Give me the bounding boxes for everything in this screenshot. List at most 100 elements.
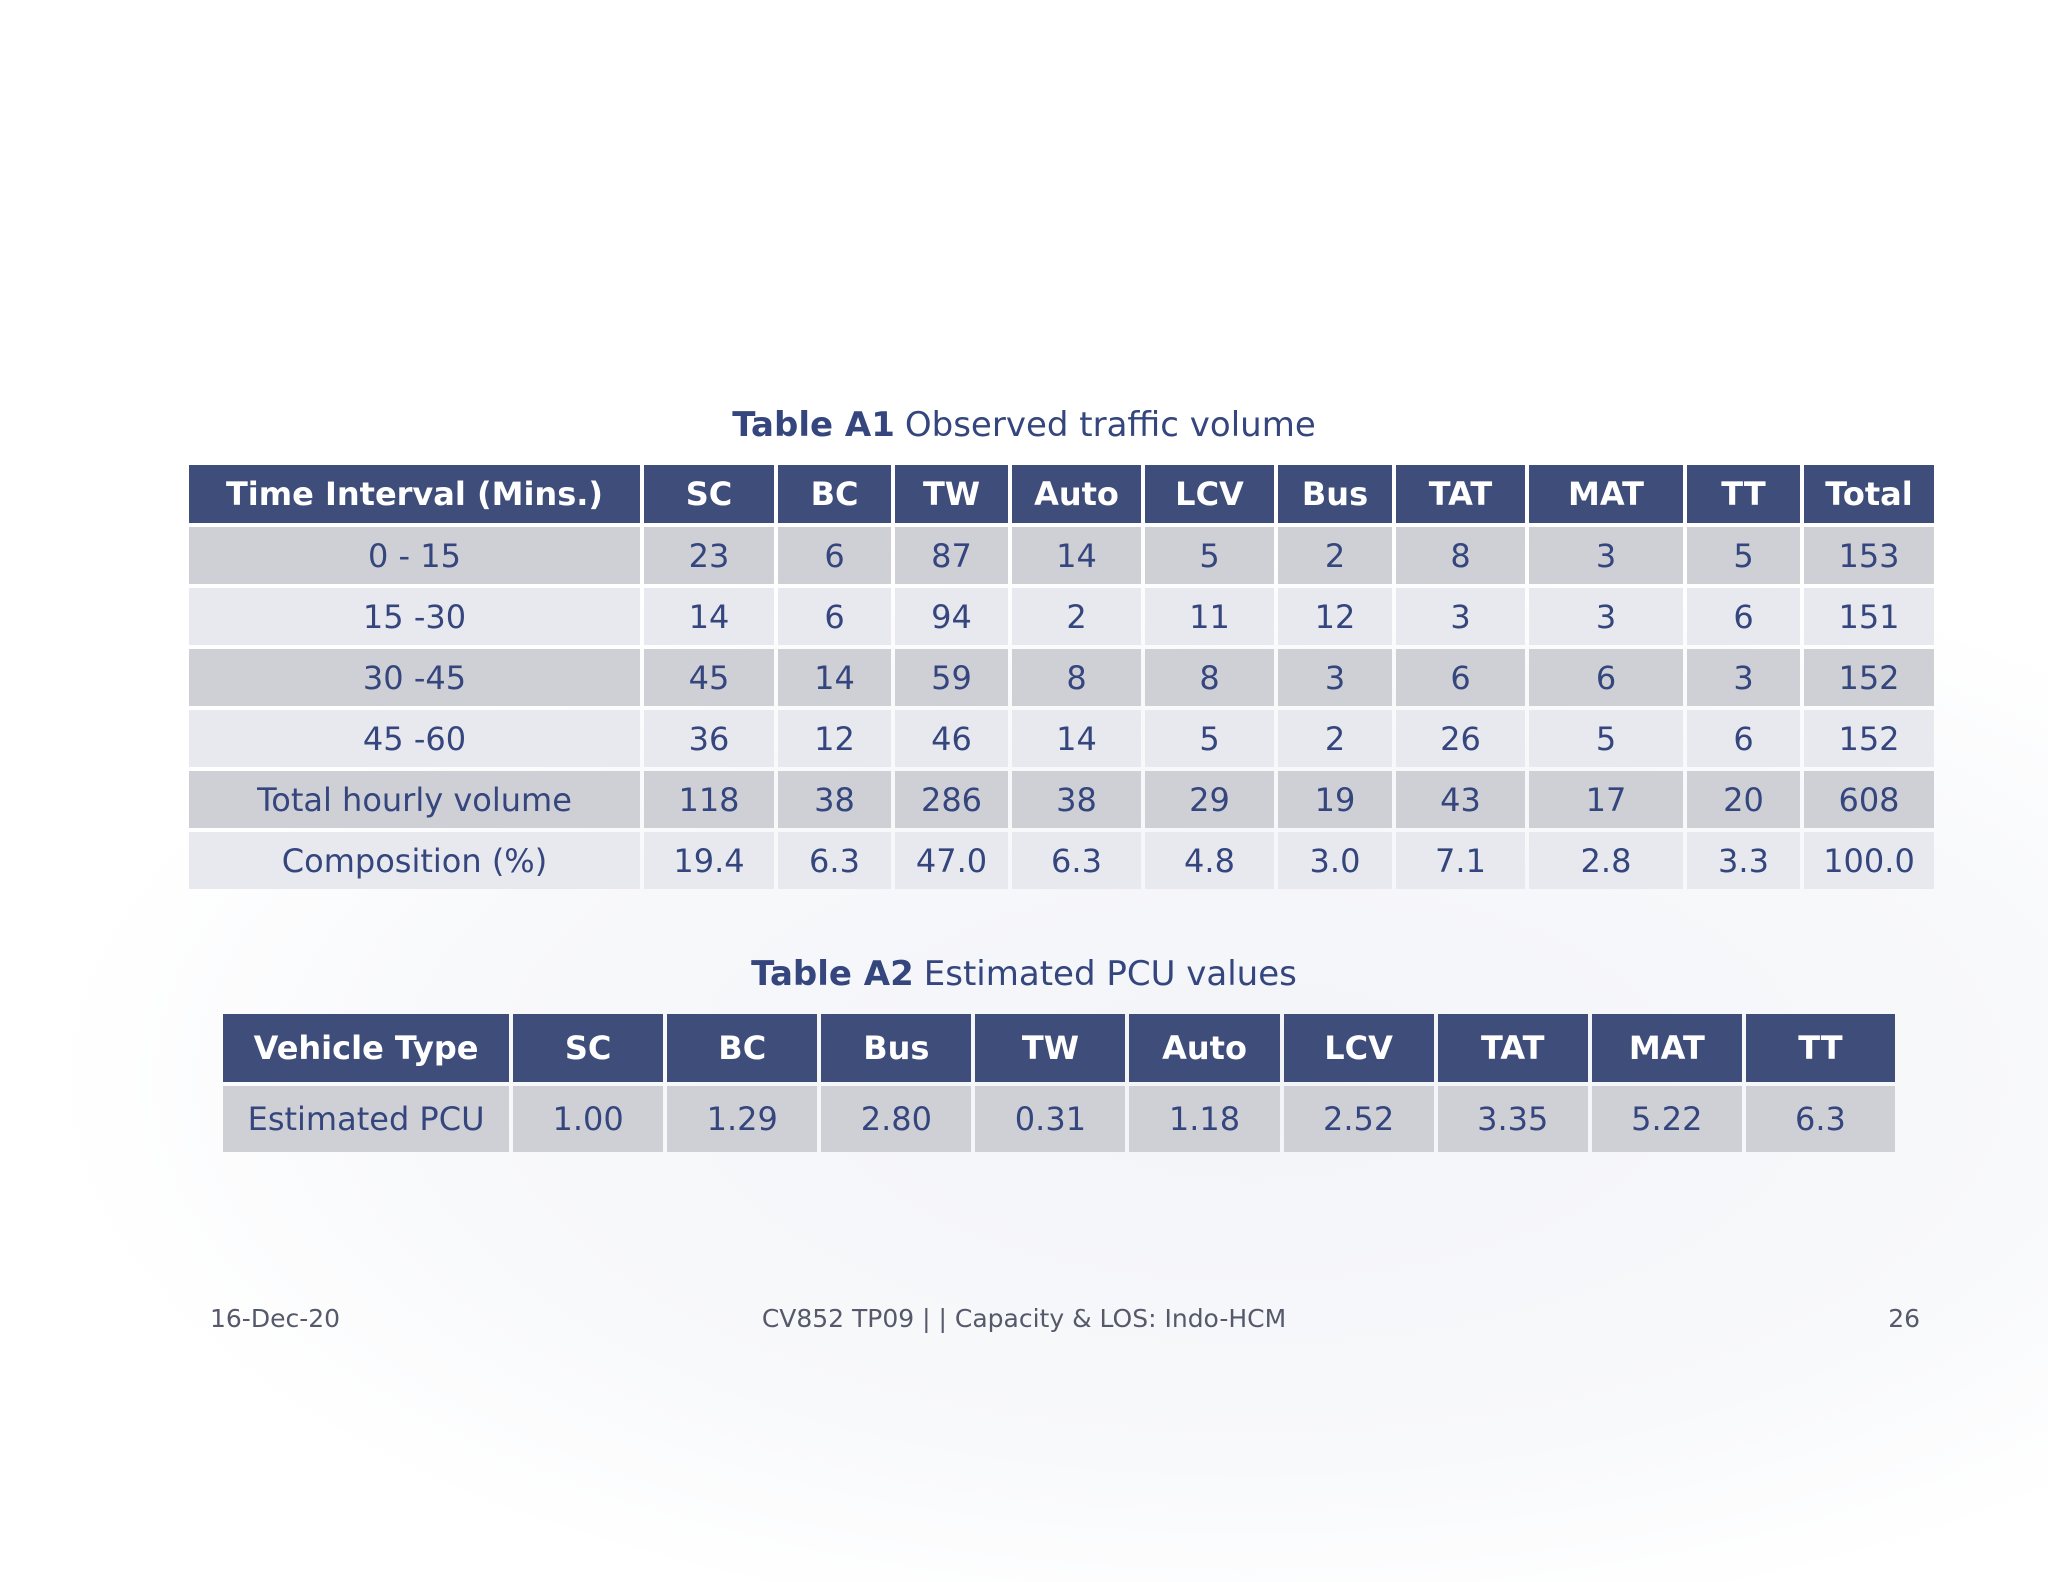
table-cell: 59 <box>895 649 1008 706</box>
table-a1-header: MAT <box>1529 465 1683 523</box>
table-cell: 6.3 <box>1745 1086 1895 1152</box>
table-cell: 2 <box>1278 527 1392 584</box>
footer-page-number: 26 <box>1888 1304 1920 1333</box>
table-cell: 46 <box>895 710 1008 767</box>
table-cell: 19 <box>1278 771 1392 828</box>
table-cell: 100.0 <box>1804 832 1934 889</box>
table-cell: 5 <box>1145 710 1274 767</box>
table-a1-caption: Table A1 Observed traffic volume <box>0 405 2048 445</box>
observed-traffic-volume-table: Time Interval (Mins.) SC BC TW Auto LCV … <box>185 461 1938 893</box>
row-label: Total hourly volume <box>189 771 640 828</box>
table-cell: 3 <box>1396 588 1525 645</box>
table-cell: 12 <box>778 710 891 767</box>
table-cell: 14 <box>1012 710 1141 767</box>
table-cell: 6 <box>1396 649 1525 706</box>
table-a1-header: LCV <box>1145 465 1274 523</box>
table-a2-header: SC <box>513 1014 664 1082</box>
table-a2-caption: Table A2 Estimated PCU values <box>0 954 2048 994</box>
table-row: 30 -45 45 14 59 8 8 3 6 6 3 152 <box>189 649 1934 706</box>
table-cell: 7.1 <box>1396 832 1525 889</box>
table-cell: 43 <box>1396 771 1525 828</box>
table-cell: 6 <box>1687 710 1800 767</box>
table-row: Estimated PCU 1.00 1.29 2.80 0.31 1.18 2… <box>223 1086 1895 1152</box>
table-cell: 4.8 <box>1145 832 1274 889</box>
table-row: 0 - 15 23 6 87 14 5 2 8 3 5 153 <box>189 527 1934 584</box>
table-cell: 3 <box>1529 527 1683 584</box>
table-cell: 11 <box>1145 588 1274 645</box>
table-cell: 8 <box>1396 527 1525 584</box>
table-a2-header: Bus <box>821 1014 972 1082</box>
table-a2-header-row: Vehicle Type SC BC Bus TW Auto LCV TAT M… <box>223 1014 1895 1082</box>
table-a2-header: Auto <box>1129 1014 1280 1082</box>
table-cell: 153 <box>1804 527 1934 584</box>
footer-date: 16-Dec-20 <box>210 1304 341 1333</box>
table-cell: 6 <box>778 588 891 645</box>
row-label: 0 - 15 <box>189 527 640 584</box>
table-row: 45 -60 36 12 46 14 5 2 26 5 6 152 <box>189 710 1934 767</box>
table-cell: 12 <box>1278 588 1392 645</box>
table-cell: 5.22 <box>1591 1086 1742 1152</box>
table-cell: 1.29 <box>667 1086 818 1152</box>
table-cell: 2 <box>1012 588 1141 645</box>
table-cell: 14 <box>1012 527 1141 584</box>
table-a2-header: LCV <box>1283 1014 1434 1082</box>
table-a2-header: TW <box>975 1014 1126 1082</box>
table-cell: 118 <box>644 771 774 828</box>
table-cell: 6 <box>1529 649 1683 706</box>
table-a1-header: TW <box>895 465 1008 523</box>
table-a1-header: SC <box>644 465 774 523</box>
table-cell: 1.00 <box>513 1086 664 1152</box>
table-a1-header: Total <box>1804 465 1934 523</box>
table-cell: 14 <box>644 588 774 645</box>
table-cell: 3 <box>1687 649 1800 706</box>
table-cell: 2.80 <box>821 1086 972 1152</box>
footer-course-title: CV852 TP09 | | Capacity & LOS: Indo-HCM <box>761 1304 1287 1333</box>
table-cell: 151 <box>1804 588 1934 645</box>
table-cell: 8 <box>1012 649 1141 706</box>
table-a1-header: Time Interval (Mins.) <box>189 465 640 523</box>
row-label: Estimated PCU <box>223 1086 510 1152</box>
table-cell: 87 <box>895 527 1008 584</box>
table-cell: 94 <box>895 588 1008 645</box>
table-cell: 2 <box>1278 710 1392 767</box>
table-a1-header: Auto <box>1012 465 1141 523</box>
table-cell: 2.8 <box>1529 832 1683 889</box>
table-cell: 152 <box>1804 710 1934 767</box>
table-cell: 6.3 <box>1012 832 1141 889</box>
table-a1-header: Bus <box>1278 465 1392 523</box>
table-cell: 6 <box>1687 588 1800 645</box>
table-a2-header: BC <box>667 1014 818 1082</box>
table-a1-header: BC <box>778 465 891 523</box>
table-a1-caption-tag: Table A1 <box>732 405 895 445</box>
table-row-composition: Composition (%) 19.4 6.3 47.0 6.3 4.8 3.… <box>189 832 1934 889</box>
table-cell: 6 <box>778 527 891 584</box>
table-cell: 2.52 <box>1283 1086 1434 1152</box>
table-a1-header: TT <box>1687 465 1800 523</box>
table-a1-header-row: Time Interval (Mins.) SC BC TW Auto LCV … <box>189 465 1934 523</box>
table-cell: 14 <box>778 649 891 706</box>
table-cell: 29 <box>1145 771 1274 828</box>
row-label: 30 -45 <box>189 649 640 706</box>
table-cell: 38 <box>1012 771 1141 828</box>
table-a1-caption-text: Observed traffic volume <box>904 405 1316 445</box>
table-cell: 3.0 <box>1278 832 1392 889</box>
table-cell: 36 <box>644 710 774 767</box>
table-cell: 3 <box>1278 649 1392 706</box>
table-a2-header: TAT <box>1437 1014 1588 1082</box>
table-cell: 3.3 <box>1687 832 1800 889</box>
table-cell: 45 <box>644 649 774 706</box>
table-cell: 5 <box>1145 527 1274 584</box>
table-cell: 286 <box>895 771 1008 828</box>
row-label: Composition (%) <box>189 832 640 889</box>
table-a1-header: TAT <box>1396 465 1525 523</box>
table-cell: 3.35 <box>1437 1086 1588 1152</box>
table-cell: 608 <box>1804 771 1934 828</box>
table-cell: 38 <box>778 771 891 828</box>
table-row: 15 -30 14 6 94 2 11 12 3 3 6 151 <box>189 588 1934 645</box>
table-cell: 3 <box>1529 588 1683 645</box>
table-cell: 0.31 <box>975 1086 1126 1152</box>
table-a2-caption-text: Estimated PCU values <box>923 954 1297 994</box>
estimated-pcu-table: Vehicle Type SC BC Bus TW Auto LCV TAT M… <box>219 1010 1899 1156</box>
table-cell: 8 <box>1145 649 1274 706</box>
table-a2-header: Vehicle Type <box>223 1014 510 1082</box>
